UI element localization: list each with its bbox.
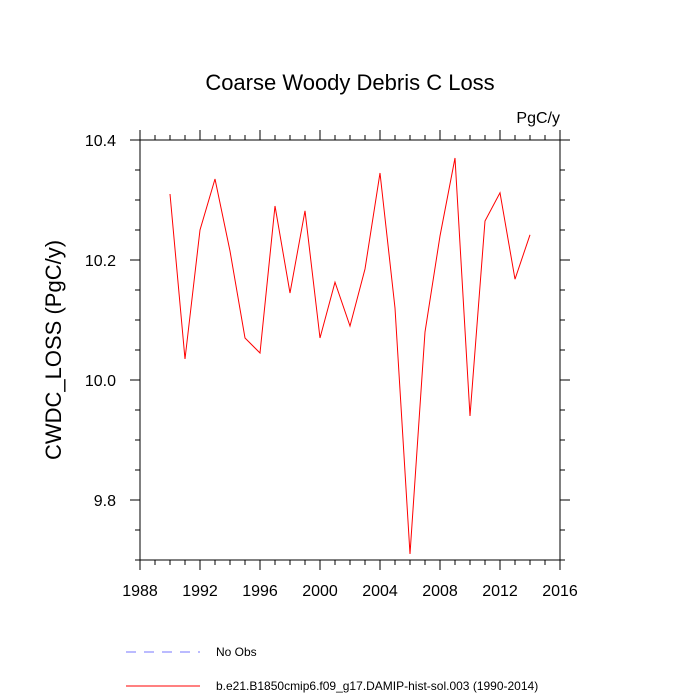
x-tick-label: 2000 [302,583,338,600]
y-axis-label: CWDC_LOSS (PgC/y) [41,240,66,460]
tick-labels: 1988 1992 1996 2000 2004 2008 2012 2016 9.8 10.0 1… [85,133,578,600]
x-tick-label: 1996 [242,583,278,600]
x-tick-label: 1988 [122,583,158,600]
units-label: PgC/y [516,110,560,127]
y-tick-label: 9.8 [94,493,116,510]
legend: No Obs b.e21.B1850cmip6.f09_g17.DAMIP-his… [126,645,538,693]
y-tick-label: 10.4 [85,133,116,150]
x-tick-label: 2016 [542,583,578,600]
x-tick-label: 2012 [482,583,518,600]
chart-title: Coarse Woody Debris C Loss [205,70,494,95]
legend-label: No Obs [216,645,257,659]
x-tick-label: 1992 [182,583,218,600]
series-group [169,157,531,555]
axis-ticks [130,130,570,570]
plot-frame [139,139,561,561]
x-tick-label: 2008 [422,583,458,600]
y-tick-label: 10.2 [85,253,116,270]
x-tick-label: 2004 [362,583,398,600]
y-tick-label: 10.0 [85,373,116,390]
series-line [169,157,531,555]
legend-label: b.e21.B1850cmip6.f09_g17.DAMIP-hist-sol.… [216,679,538,693]
